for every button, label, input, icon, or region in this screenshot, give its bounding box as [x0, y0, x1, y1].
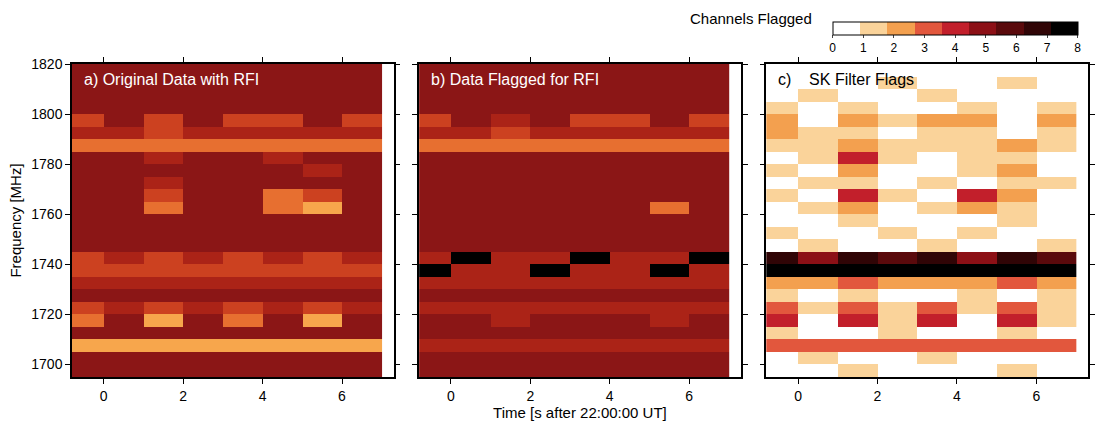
- svg-text:8: 8: [1074, 41, 1081, 55]
- svg-text:3: 3: [921, 41, 928, 55]
- svg-text:2: 2: [874, 388, 882, 404]
- svg-text:5: 5: [982, 41, 989, 55]
- svg-text:c) SK Filter Flags: c) SK Filter Flags: [778, 71, 914, 88]
- svg-text:0: 0: [447, 388, 455, 404]
- svg-text:1720: 1720: [31, 306, 62, 322]
- svg-text:6: 6: [338, 388, 346, 404]
- svg-text:1700: 1700: [31, 356, 62, 372]
- svg-text:b) Data Flagged for RFI: b) Data Flagged for RFI: [431, 71, 599, 88]
- svg-text:6: 6: [685, 388, 693, 404]
- svg-text:0: 0: [829, 41, 836, 55]
- svg-text:1740: 1740: [31, 256, 62, 272]
- svg-text:a) Original Data with RFI: a) Original Data with RFI: [84, 71, 259, 88]
- svg-text:4: 4: [259, 388, 267, 404]
- svg-text:4: 4: [953, 388, 961, 404]
- svg-text:6: 6: [1013, 41, 1020, 55]
- svg-text:4: 4: [606, 388, 614, 404]
- svg-text:4: 4: [952, 41, 959, 55]
- svg-text:1760: 1760: [31, 206, 62, 222]
- svg-text:0: 0: [794, 388, 802, 404]
- svg-text:7: 7: [1044, 41, 1051, 55]
- svg-text:2: 2: [891, 41, 898, 55]
- svg-text:Channels Flagged: Channels Flagged: [690, 10, 812, 27]
- svg-text:Frequency [MHz]: Frequency [MHz]: [7, 163, 24, 277]
- svg-text:Time [s after 22:00:00 UT]: Time [s after 22:00:00 UT]: [493, 404, 667, 421]
- svg-text:6: 6: [1032, 388, 1040, 404]
- svg-text:1: 1: [860, 41, 867, 55]
- svg-text:2: 2: [526, 388, 534, 404]
- svg-text:1800: 1800: [31, 106, 62, 122]
- svg-text:2: 2: [179, 388, 187, 404]
- svg-text:1820: 1820: [31, 56, 62, 72]
- svg-text:1780: 1780: [31, 156, 62, 172]
- svg-text:0: 0: [100, 388, 108, 404]
